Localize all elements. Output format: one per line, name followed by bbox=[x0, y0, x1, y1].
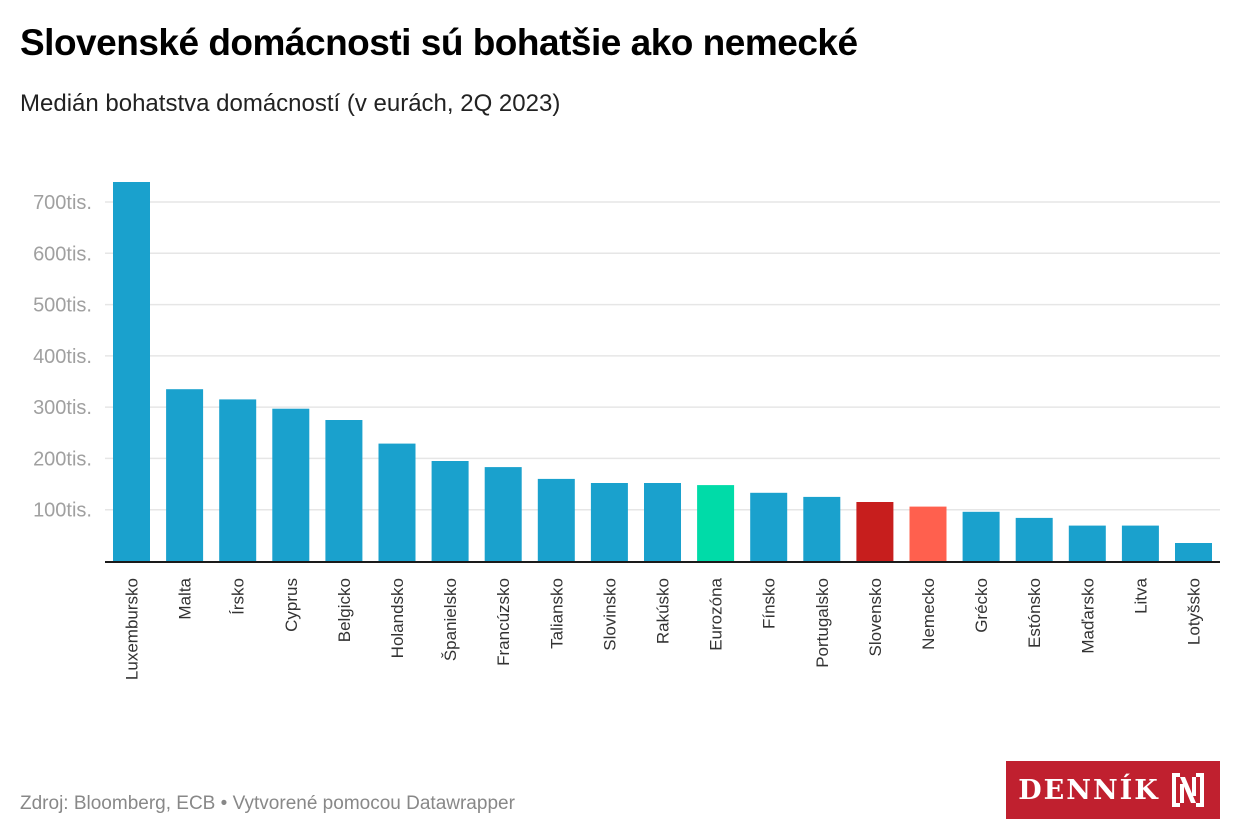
bar-Taliansko bbox=[537, 478, 575, 561]
gridlines bbox=[105, 201, 1220, 511]
n-bracket-icon bbox=[1171, 773, 1204, 807]
bar-Holandsko bbox=[378, 443, 416, 561]
y-tick-label: 400tis. bbox=[33, 346, 92, 368]
x-category-label: Belgicko bbox=[335, 578, 354, 642]
bar-Cyprus bbox=[272, 408, 310, 561]
y-tick-label: 600tis. bbox=[33, 243, 92, 265]
bar-Malta bbox=[166, 389, 204, 561]
bar-Španielsko bbox=[431, 461, 469, 561]
x-category-label: Rakúsko bbox=[654, 578, 673, 644]
y-tick-label: 700tis. bbox=[33, 192, 92, 214]
x-category-label: Estónsko bbox=[1025, 578, 1044, 648]
bar-Litva bbox=[1121, 525, 1159, 561]
bar-Eurozóna bbox=[697, 485, 735, 561]
logo-wordmark: DENNÍK bbox=[1018, 774, 1160, 806]
bar-Rakúsko bbox=[644, 483, 681, 561]
y-tick-label: 500tis. bbox=[33, 295, 92, 317]
x-category-label: Lotyšsko bbox=[1185, 578, 1204, 645]
bar-Lotyšsko bbox=[1175, 543, 1212, 561]
x-category-label: Eurozóna bbox=[707, 577, 726, 650]
x-category-label: Maďarsko bbox=[1078, 578, 1097, 654]
bar-chart: 100tis. 200tis. 300tis. 400tis. 500tis. 600ti… bbox=[33, 182, 1220, 680]
bar-Írsko bbox=[219, 399, 257, 561]
x-category-label: Grécko bbox=[972, 578, 991, 633]
y-axis-tick-labels: 100tis. 200tis. 300tis. 400tis. 500tis. 600ti… bbox=[33, 192, 92, 522]
x-category-label: Slovensko bbox=[866, 578, 885, 656]
x-axis-category-labels: Luxembursko Malta Írsko Cyprus Belgicko Holan… bbox=[123, 577, 1204, 680]
x-category-label: Holandsko bbox=[388, 578, 407, 658]
x-category-label: Portugalsko bbox=[813, 578, 832, 668]
bar-Maďarsko bbox=[1068, 525, 1106, 561]
x-category-label: Nemecko bbox=[919, 578, 938, 650]
bar-Nemecko bbox=[909, 506, 947, 561]
dennik-n-logo: DENNÍK bbox=[1006, 761, 1220, 819]
y-tick-label: 100tis. bbox=[33, 500, 92, 522]
bar-Portugalsko bbox=[803, 496, 841, 561]
bar-Grécko bbox=[962, 511, 1000, 561]
x-category-label: Francúzsko bbox=[494, 578, 513, 666]
chart-subtitle: Medián bohatstva domácností (v eurách, 2… bbox=[20, 90, 561, 117]
chart-title: Slovenské domácnosti sú bohatšie ako nem… bbox=[20, 22, 858, 63]
x-category-label: Cyprus bbox=[282, 578, 301, 632]
bar-Belgicko bbox=[325, 420, 363, 561]
source-note: Zdroj: Bloomberg, ECB • Vytvorené pomoco… bbox=[20, 793, 515, 814]
bar-Estónsko bbox=[1015, 517, 1053, 561]
y-tick-label: 300tis. bbox=[33, 397, 92, 419]
bar-Fínsko bbox=[750, 492, 788, 561]
bar-Slovinsko bbox=[590, 483, 628, 561]
x-category-label: Írsko bbox=[229, 578, 248, 615]
x-category-label: Luxembursko bbox=[123, 578, 142, 680]
x-category-label: Fínsko bbox=[760, 578, 779, 629]
x-category-label: Malta bbox=[176, 577, 195, 619]
x-category-label: Litva bbox=[1131, 577, 1150, 613]
y-tick-label: 200tis. bbox=[33, 448, 92, 470]
bar-Slovensko bbox=[856, 502, 894, 561]
x-category-label: Taliansko bbox=[547, 578, 566, 649]
bar-Luxembursko bbox=[113, 182, 150, 561]
bars bbox=[113, 182, 1212, 561]
x-category-label: Slovinsko bbox=[600, 578, 619, 651]
x-category-label: Španielsko bbox=[441, 578, 460, 661]
bar-Francúzsko bbox=[484, 467, 522, 561]
